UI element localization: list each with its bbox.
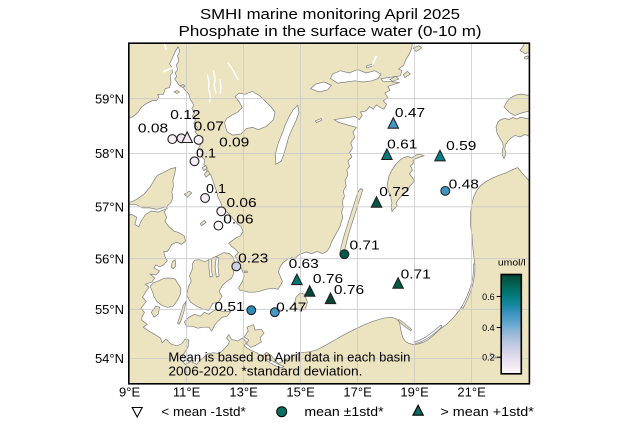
svg-text:0.76: 0.76	[313, 271, 343, 286]
svg-text:0.07: 0.07	[194, 119, 224, 134]
svg-text:21°E: 21°E	[457, 385, 486, 400]
svg-text:59°N: 59°N	[95, 91, 124, 106]
svg-text:0.12: 0.12	[170, 107, 200, 122]
svg-text:Mean is based on April data in: Mean is based on April data in each basi…	[168, 350, 410, 365]
svg-text:0.47: 0.47	[395, 105, 425, 120]
svg-text:0.1: 0.1	[206, 181, 226, 196]
svg-text:0.2: 0.2	[482, 353, 495, 363]
svg-text:0.71: 0.71	[350, 237, 380, 252]
svg-text:0.1: 0.1	[196, 146, 216, 161]
svg-text:0.76: 0.76	[334, 282, 364, 297]
svg-text:Phosphate in the surface water: Phosphate in the surface water (0-10 m)	[179, 23, 482, 40]
svg-text:0.6: 0.6	[482, 292, 495, 302]
svg-text:0.48: 0.48	[449, 176, 479, 191]
svg-text:0.23: 0.23	[238, 251, 268, 266]
svg-text:55°N: 55°N	[95, 302, 124, 317]
svg-text:0.63: 0.63	[289, 256, 319, 271]
svg-text:> mean +1std*: > mean +1std*	[440, 404, 534, 419]
svg-text:19°E: 19°E	[400, 385, 429, 400]
svg-text:0.71: 0.71	[401, 267, 431, 282]
svg-text:15°E: 15°E	[286, 385, 315, 400]
svg-text:58°N: 58°N	[95, 146, 124, 161]
svg-text:0.06: 0.06	[223, 212, 253, 227]
svg-text:56°N: 56°N	[95, 251, 124, 266]
svg-text:0.4: 0.4	[482, 323, 495, 333]
svg-text:< mean -1std*: < mean -1std*	[161, 404, 246, 419]
svg-text:0.06: 0.06	[227, 195, 257, 210]
svg-text:13°E: 13°E	[229, 385, 258, 400]
svg-text:mean ±1std*: mean ±1std*	[304, 404, 383, 419]
svg-text:17°E: 17°E	[343, 385, 372, 400]
svg-text:0.09: 0.09	[219, 135, 249, 150]
svg-text:0.51: 0.51	[214, 299, 244, 314]
svg-text:SMHI marine monitoring April 2: SMHI marine monitoring April 2025	[200, 6, 460, 23]
svg-text:57°N: 57°N	[95, 199, 124, 214]
svg-text:11°E: 11°E	[173, 385, 201, 400]
svg-text:0.47: 0.47	[276, 300, 306, 315]
svg-text:0.59: 0.59	[446, 138, 476, 153]
svg-text:0.08: 0.08	[138, 121, 168, 136]
svg-text:umol/l: umol/l	[498, 258, 526, 269]
svg-text:0.61: 0.61	[387, 136, 417, 151]
svg-text:0.72: 0.72	[379, 184, 409, 199]
svg-text:9°E: 9°E	[119, 385, 140, 400]
svg-text:2006-2020. *standard deviation: 2006-2020. *standard deviation.	[168, 364, 362, 379]
svg-text:54°N: 54°N	[95, 351, 124, 366]
